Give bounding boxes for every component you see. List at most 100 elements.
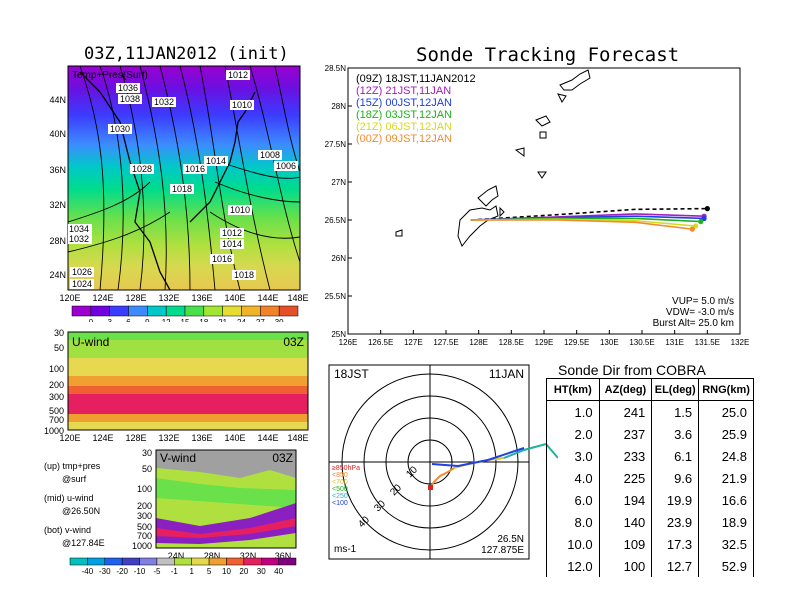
lon-label: 124E xyxy=(92,293,113,303)
colorbar-swatch xyxy=(260,305,280,317)
colorbar-swatch xyxy=(71,305,92,317)
y-tick-label: 25.5N xyxy=(325,292,347,301)
colorbar-tick: 10 xyxy=(222,567,231,576)
legend-entry: (09Z) 18JST,11JAN2012 xyxy=(356,73,476,85)
p-label: 30 xyxy=(142,448,152,458)
track-endpoint xyxy=(701,215,707,222)
x-tick-label: 131.5E xyxy=(695,338,720,347)
table-cell: 10.0 xyxy=(546,533,600,555)
table-cell: 8.0 xyxy=(546,511,600,533)
isobar-label: 1016 xyxy=(212,254,232,264)
lon-label: 120E xyxy=(59,433,80,443)
lat-label: 32N xyxy=(240,551,257,561)
colorbar-tick: 21 xyxy=(218,318,227,322)
colorbar-tick: -10 xyxy=(134,567,146,576)
legend-notes: (up) tmp+pres @surf (mid) u-wind @26.50N… xyxy=(44,460,105,550)
colorbar-tick: 5 xyxy=(207,567,212,576)
lat-label: 28N xyxy=(204,551,221,561)
p-label: 1000 xyxy=(44,426,64,436)
colorbar-swatch xyxy=(208,557,227,566)
lat-label: 28N xyxy=(49,236,66,246)
x-tick-label: 128.5E xyxy=(499,338,524,347)
x-tick-label: 132E xyxy=(731,338,750,347)
table-cell: 3.6 xyxy=(651,423,700,445)
header-cell: RNG(km) xyxy=(698,378,754,401)
colorbar-tick: 12 xyxy=(162,318,171,322)
vwind-panel: V-wind 03Z 30 50 100 200 300 500 700 100… xyxy=(132,448,297,561)
x-tick-label: 128E xyxy=(469,338,488,347)
level-entry: <250 xyxy=(332,493,348,500)
table-cell: 17.3 xyxy=(651,533,700,555)
isobar-label: 1026 xyxy=(72,267,92,277)
y-tick-label: 28N xyxy=(331,102,346,111)
isobar-label: 1034 xyxy=(69,224,89,234)
colorbar-swatch xyxy=(191,557,210,566)
colorbar-tick: -20 xyxy=(116,567,128,576)
y-tick-label: 27N xyxy=(331,178,346,187)
x-tick-label: 127E xyxy=(404,338,423,347)
p-label: 700 xyxy=(137,531,152,541)
colorbar-tick: 6 xyxy=(126,318,131,322)
x-tick-label: 126.5E xyxy=(368,338,393,347)
vwind-label: V-wind xyxy=(160,451,196,465)
lat-label: 24N xyxy=(49,270,66,280)
y-tick-label: 26N xyxy=(331,254,346,263)
isobar-label: 1018 xyxy=(234,270,254,280)
track-endpoint xyxy=(692,223,699,229)
x-tick-label: 126E xyxy=(339,338,358,347)
isobar-label: 1016 xyxy=(185,164,205,174)
table-cell: 16.6 xyxy=(698,489,754,511)
isobar-label: 1030 xyxy=(110,124,130,134)
colorbar-swatch xyxy=(156,557,175,566)
header-cell: EL(deg) xyxy=(651,378,700,401)
launch-params: VUP= 5.0 m/s VDW= -3.0 m/s Burst Alt= 25… xyxy=(653,296,734,329)
lon-label: 140E xyxy=(224,293,245,303)
legend-entry: (18Z) 03JST,12JAN xyxy=(356,109,452,121)
lon-label: 148E xyxy=(287,433,308,443)
table-cell: 12.0 xyxy=(546,555,600,577)
p-label: 300 xyxy=(137,511,152,521)
table-cell: 241 xyxy=(598,400,653,423)
isobar-label: 1032 xyxy=(154,97,174,107)
p-label: 100 xyxy=(137,484,152,494)
burst-text: Burst Alt= 25.0 km xyxy=(653,318,734,329)
isobar-label: 1008 xyxy=(260,150,280,160)
table-cell: 100 xyxy=(598,555,653,577)
lon-label: 120E xyxy=(59,293,80,303)
isobar-label: 1024 xyxy=(72,279,92,289)
vwind-lat-labels: 24N 28N 32N 36N xyxy=(168,551,292,561)
table-cell: 25.0 xyxy=(698,400,754,423)
colorbar-tick: 9 xyxy=(145,318,150,322)
isobar-label: 1012 xyxy=(228,70,248,80)
table-cell: 18.9 xyxy=(698,511,754,533)
colorbar-swatch xyxy=(203,305,223,317)
overlay-label: Temp+Pres(Surf) xyxy=(72,70,148,81)
colorbar-tick: 30 xyxy=(257,567,266,576)
isobar-label: 1018 xyxy=(172,184,192,194)
colorbar-tick: -5 xyxy=(153,567,161,576)
p-label: 1000 xyxy=(132,541,152,551)
level-entry: <100 xyxy=(332,500,348,507)
table-row: 10.0 109 17.3 32.5 xyxy=(546,533,754,555)
colorbar-swatch xyxy=(184,305,205,317)
colorbar-tick: -30 xyxy=(99,567,111,576)
colorbar-swatch xyxy=(69,557,88,566)
table-cell: 225 xyxy=(598,467,653,489)
p-label: 50 xyxy=(142,464,152,474)
vwind-colorbar: -40 -30 -20 -10 -5 -1 1 5 10 20 30 40 xyxy=(69,557,297,576)
table-cell: 109 xyxy=(598,533,653,555)
lat-label: 36N xyxy=(49,165,66,175)
vdw-text: VDW= -3.0 m/s xyxy=(666,307,734,318)
note-bot-2: @127.84E xyxy=(62,538,105,548)
p-label: 100 xyxy=(49,364,64,374)
isobar-label: 1038 xyxy=(120,94,140,104)
colorbar-swatch xyxy=(222,305,242,317)
tracking-chart: 126E 126.5E 127E 127.5E 128E 128.5E 129E 129.5E… xyxy=(325,64,750,347)
track-line xyxy=(470,219,693,230)
table-cell: 12.7 xyxy=(651,555,700,577)
colorbar-swatch xyxy=(278,557,297,566)
y-tick-label: 28.5N xyxy=(325,64,347,73)
table-row: 4.0 225 9.6 21.9 xyxy=(546,467,754,489)
legend-entry: (21Z) 06JST,12JAN xyxy=(356,121,452,133)
isobar-label: 1006 xyxy=(276,161,296,171)
